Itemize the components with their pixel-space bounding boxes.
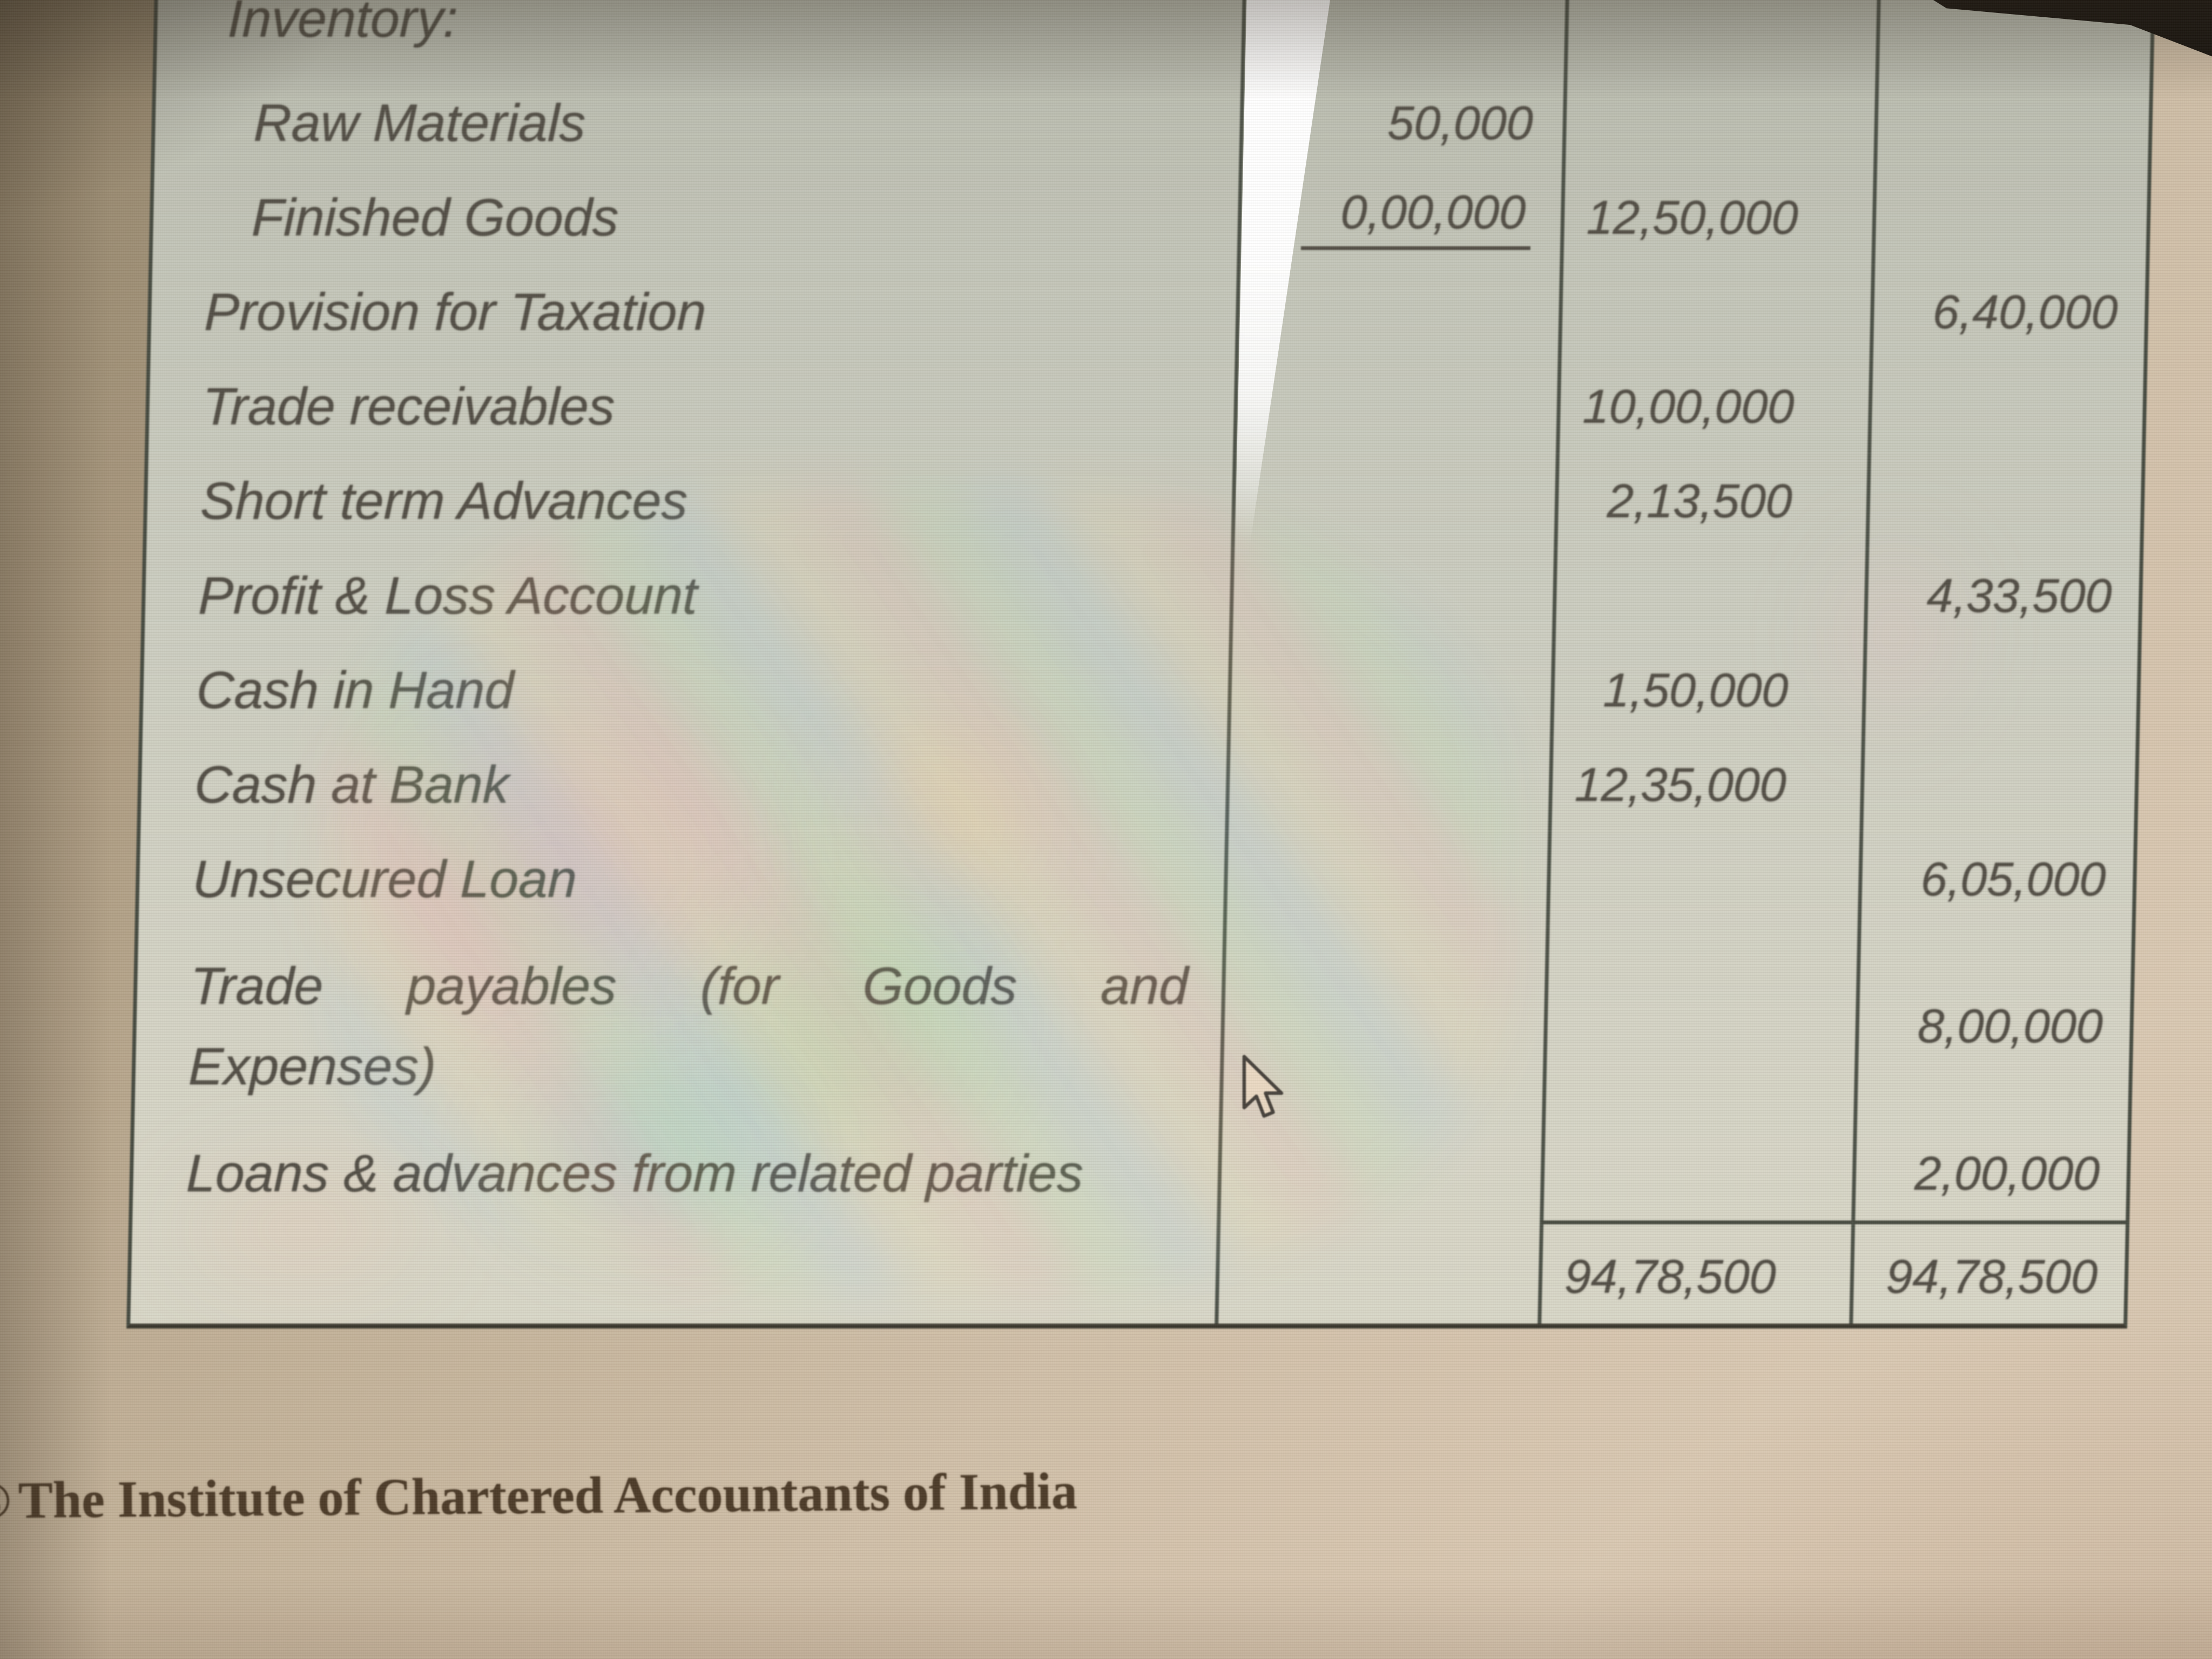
table-row: Inventory: [157, 0, 2152, 76]
cell-amount: 4,33,500 [1864, 548, 2140, 643]
cell-amount [1223, 832, 1548, 926]
amount-value: 4,33,500 [1926, 568, 2113, 622]
row-label: Cash at Bank [193, 754, 510, 814]
row-label: Loans & advances from related parties [185, 1143, 1084, 1203]
cell-particulars: Short term Advances [146, 454, 1233, 548]
amount-value: 12,50,000 [1586, 190, 1799, 244]
cell-particulars: Profit & Loss Account [145, 548, 1231, 643]
table-row: Unsecured Loan 6,05,000 [139, 832, 2134, 926]
mouse-cursor-icon [1242, 1055, 1284, 1118]
cell-particulars [130, 1220, 1217, 1328]
cell-amount [1214, 1220, 1540, 1328]
cell-amount: 12,50,000 [1560, 170, 1874, 265]
cell-amount: 1,50,000 [1549, 643, 1864, 737]
cell-amount-total-debit: 94,78,500 [1537, 1220, 1852, 1328]
cell-amount [1225, 737, 1550, 832]
copyright-symbol: © [0, 1471, 11, 1529]
amount-value: 6,05,000 [1920, 852, 2107, 906]
table-row: Trade payables (for Goods and Expenses) 8,… [134, 926, 2132, 1126]
amount-value: 2,00,000 [1914, 1146, 2101, 1200]
cell-particulars: Trade receivables [149, 359, 1235, 454]
row-label: Raw Materials [253, 93, 586, 152]
table-totals-row: 94,78,500 94,78,500 [130, 1220, 2126, 1328]
cell-particulars: Provision for Taxation [151, 265, 1237, 359]
table-row: Trade receivables 10,00,000 [149, 359, 2144, 454]
trial-balance-table: Inventory: Raw Materials 50,000 Finished Go… [126, 0, 2156, 1328]
cell-amount: 6,40,000 [1870, 265, 2146, 359]
cell-particulars: Raw Materials [154, 76, 1241, 170]
table-row: Finished Goods 0,00,000 12,50,000 [152, 170, 2148, 265]
amount-value: 10,00,000 [1582, 379, 1795, 433]
cell-amount: 8,00,000 [1853, 926, 2132, 1126]
amount-value: 1,50,000 [1602, 663, 1789, 717]
amount-value: 8,00,000 [1917, 999, 2103, 1053]
table-row: Cash at Bank 12,35,000 [140, 737, 2136, 832]
amount-value: 50,000 [1387, 96, 1534, 150]
cell-amount [1231, 454, 1556, 548]
table-row: Raw Materials 50,000 [154, 76, 2150, 170]
table-rows: Inventory: Raw Materials 50,000 Finished Go… [132, 0, 2152, 1220]
cell-particulars: Loans & advances from related parties [132, 1126, 1219, 1220]
row-label: Inventory: [227, 0, 458, 48]
cell-amount [1867, 359, 2144, 454]
table-row: Short term Advances 2,13,500 [146, 454, 2142, 548]
row-label: Cash in Hand [195, 660, 515, 719]
cell-amount: 10,00,000 [1555, 359, 1870, 454]
amount-value: 6,40,000 [1932, 285, 2119, 339]
cell-particulars: Finished Goods [152, 170, 1239, 265]
total-credit: 94,78,500 [1885, 1249, 2099, 1303]
row-label: Finished Goods [251, 187, 619, 247]
footer: © The Institute of Chartered Accountants … [0, 1459, 1296, 1530]
cell-particulars: Unsecured Loan [139, 832, 1225, 926]
row-label: Provision for Taxation [204, 282, 707, 341]
cell-particulars: Inventory: [157, 0, 1243, 76]
table-row: Loans & advances from related parties 2,0… [132, 1126, 2128, 1220]
cell-amount: 2,00,000 [1851, 1126, 2128, 1220]
cell-amount [1865, 454, 2142, 548]
cell-amount-total-credit: 94,78,500 [1849, 1220, 2126, 1328]
cell-amount [1552, 548, 1866, 643]
cell-amount [1541, 926, 1858, 1126]
cell-amount [1876, 0, 2152, 76]
cell-amount [1862, 643, 2138, 737]
cell-particulars: Cash in Hand [143, 643, 1229, 737]
cell-amount [1229, 548, 1554, 643]
table-row: Provision for Taxation 6,40,000 [151, 265, 2146, 359]
cell-amount: 2,13,500 [1554, 454, 1868, 548]
table-row: Profit & Loss Account 4,33,500 [145, 548, 2140, 643]
row-label: Trade payables (for Goods and [190, 956, 1189, 1015]
cell-amount [1561, 76, 1876, 170]
cell-amount: 6,05,000 [1858, 832, 2134, 926]
row-label-line2: Expenses) [188, 1037, 437, 1096]
cell-particulars: Cash at Bank [140, 737, 1227, 832]
cell-amount: 12,35,000 [1548, 737, 1862, 832]
table-row: Cash in Hand 1,50,000 [143, 643, 2138, 737]
row-label: Trade receivables [201, 376, 616, 436]
footer-text: The Institute of Chartered Accountants o… [18, 1462, 1078, 1529]
cell-amount [1540, 1126, 1854, 1220]
cell-amount [1546, 832, 1860, 926]
cell-amount [1217, 1126, 1542, 1220]
total-debit: 94,78,500 [1563, 1249, 1777, 1303]
cell-amount [1226, 643, 1552, 737]
row-label: Unsecured Loan [192, 849, 578, 908]
amount-value: 12,35,000 [1574, 757, 1787, 811]
amount-value: 0,00,000 [1301, 185, 1532, 250]
cell-particulars: Trade payables (for Goods and Expenses) [134, 926, 1223, 1126]
row-label: Short term Advances [199, 471, 689, 530]
cell-amount [1563, 0, 1878, 76]
row-label: Profit & Loss Account [198, 565, 698, 625]
cell-amount [1859, 737, 2136, 832]
cell-amount [1871, 170, 2148, 265]
cell-amount [1873, 76, 2150, 170]
cell-amount [1232, 359, 1558, 454]
cell-amount [1557, 265, 1872, 359]
amount-value: 2,13,500 [1607, 474, 1793, 528]
